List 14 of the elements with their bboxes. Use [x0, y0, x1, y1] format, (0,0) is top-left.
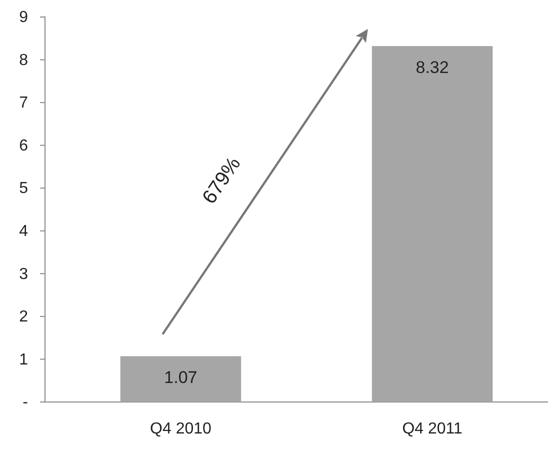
y-tick-label: 1 [19, 351, 28, 368]
y-tick-label: 3 [19, 266, 28, 283]
y-tick-label: 4 [19, 223, 28, 240]
x-tick-label: Q4 2010 [150, 420, 212, 438]
y-tick-label: 6 [19, 137, 28, 154]
y-tick-label: 5 [19, 180, 28, 198]
y-tick-label: 2 [19, 308, 28, 326]
data-label: 1.07 [164, 368, 198, 388]
y-tick-label: 9 [19, 9, 28, 26]
y-tick-label: 7 [19, 94, 28, 112]
x-tick-label: Q4 2011 [402, 420, 462, 438]
data-label: 8.32 [416, 58, 449, 78]
y-tick-label: 8 [19, 52, 28, 69]
y-tick-label: - [22, 394, 28, 412]
